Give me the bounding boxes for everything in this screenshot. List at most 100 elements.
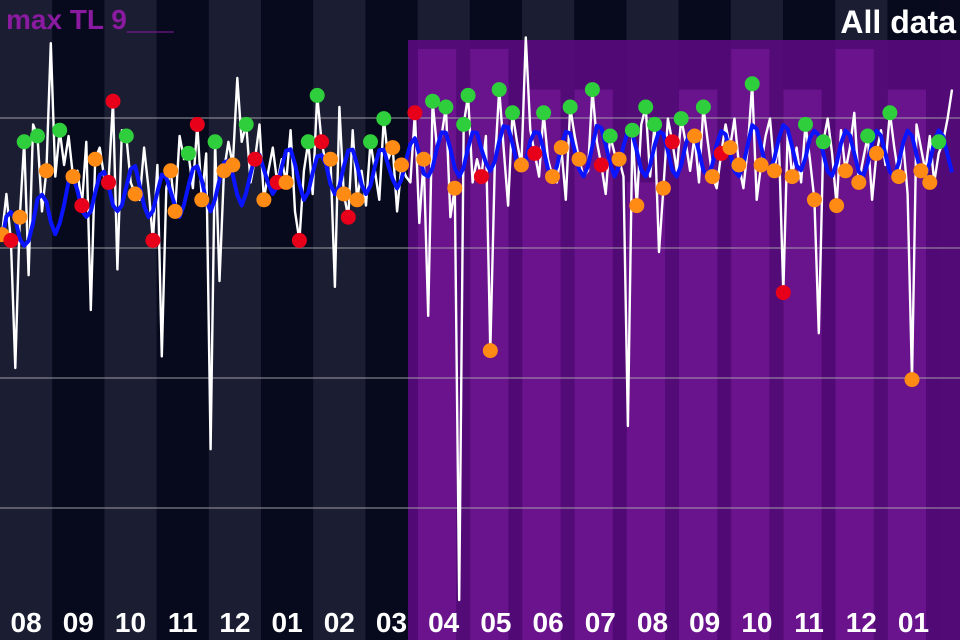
point-mid [766,163,782,179]
point-mid [687,128,702,144]
point-mid [913,163,929,179]
point-high [882,105,898,121]
point-mid [447,180,463,196]
point-mid [553,140,569,156]
point-mid [416,151,432,167]
x-tick-label: 11 [168,607,198,638]
point-extreme [101,174,116,190]
point-high [425,93,441,109]
point-mid [838,163,853,179]
point-high [180,145,196,161]
point-high [118,128,134,144]
point-high [300,134,316,150]
point-high [460,87,476,103]
point-mid [127,186,143,202]
point-mid [163,163,179,179]
month-band [261,0,314,640]
point-mid [65,169,81,185]
point-high [931,134,947,150]
point-high [536,105,552,121]
point-extreme [473,169,489,185]
x-tick-label: 01 [272,607,303,638]
point-mid [225,157,241,173]
point-extreme [74,198,90,214]
x-tick-label: 12 [846,607,877,638]
x-tick-label: 04 [428,607,460,638]
point-high [602,128,618,144]
point-extreme [247,151,263,167]
point-mid [731,157,747,173]
point-high [30,128,45,144]
point-extreme [775,285,791,301]
point-high [562,99,578,115]
point-high [207,134,223,150]
x-tick-label: 10 [115,607,146,638]
average-line [0,123,954,248]
point-high [638,99,654,115]
point-high [309,87,325,103]
point-mid [336,186,352,202]
point-high [16,134,32,150]
x-tick-label: 06 [533,607,564,638]
x-tick-label: 05 [480,607,511,638]
point-mid [722,140,738,156]
point-extreme [593,157,609,173]
month-band [156,0,210,640]
point-mid [323,151,338,167]
point-extreme [291,232,307,248]
x-tick-label: 03 [376,607,407,638]
average-series [0,123,954,248]
point-high [584,82,600,98]
month-band [208,0,262,640]
point-mid [38,163,54,179]
chart-subtitle: All data [840,4,956,40]
x-tick-label: 10 [741,607,772,638]
x-tick-label: 02 [324,607,355,638]
point-mid [385,140,401,156]
point-high [505,105,520,121]
point-extreme [664,134,680,150]
chart-title: max TL 9___ [6,4,174,35]
month-band [0,0,53,640]
x-tick-label: 09 [689,607,720,638]
point-mid [194,192,210,208]
point-mid [904,372,920,388]
point-mid [611,151,627,167]
point-mid [482,343,498,359]
point-high [624,122,640,138]
point-high [744,76,760,92]
point-extreme [105,93,121,109]
point-high [238,116,254,132]
point-mid [12,209,28,225]
x-tick-label: 08 [11,607,42,638]
point-mid [349,192,365,208]
point-mid [278,174,294,190]
point-mid [394,157,409,173]
point-extreme [407,105,423,121]
point-high [52,122,68,138]
point-high [363,134,378,150]
point-high [860,128,876,144]
point-high [815,134,831,150]
point-mid [629,198,645,214]
point-mid [784,169,800,185]
marked-points [0,76,947,388]
point-mid [545,169,560,185]
daily-series [0,36,954,602]
point-mid [87,151,103,167]
point-high [798,116,813,132]
point-high [456,116,472,132]
point-mid [256,192,272,208]
x-tick-label: 09 [63,607,94,638]
point-mid [655,180,671,196]
point-high [695,99,711,115]
point-extreme [189,116,205,132]
point-mid [829,198,845,214]
x-axis-ticks: 08 09 10 11 12 01 02 03 04 05 06 07 08 09 10 11 12 01 [11,607,930,638]
month-band [52,0,105,640]
x-tick-label: 11 [794,607,824,638]
point-extreme [314,134,330,150]
point-high [491,82,507,98]
